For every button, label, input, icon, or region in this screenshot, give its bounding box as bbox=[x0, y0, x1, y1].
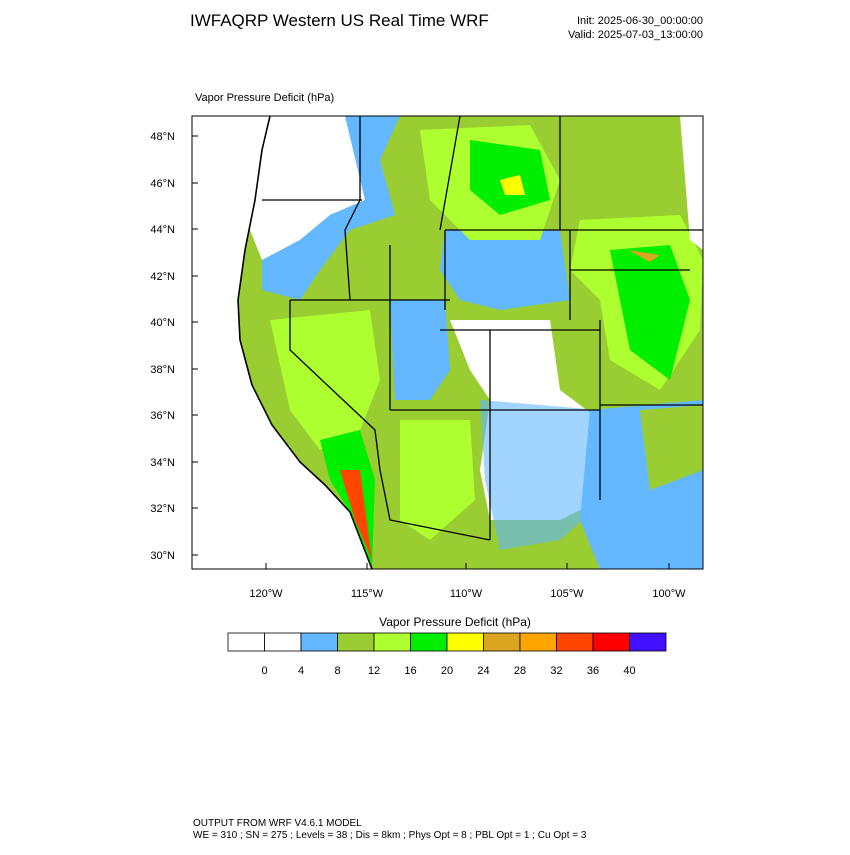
colorbar-box bbox=[227, 632, 265, 652]
colorbar-box bbox=[300, 632, 338, 652]
field-label: Vapor Pressure Deficit (hPa) bbox=[195, 92, 334, 104]
lon-label: 100°W bbox=[652, 588, 686, 600]
colorbar-label: 32 bbox=[550, 665, 562, 677]
footer-line: WE = 310 ; SN = 275 ; Levels = 38 ; Dis … bbox=[193, 830, 587, 841]
lat-label: 44°N bbox=[150, 224, 175, 236]
colorbar-label: 8 bbox=[334, 665, 340, 677]
map-borders bbox=[237, 116, 703, 569]
colorbar-box bbox=[264, 632, 302, 652]
colorbar-box bbox=[556, 632, 594, 652]
colorbar-label: 28 bbox=[514, 665, 526, 677]
lon-label: 120°W bbox=[249, 588, 283, 600]
colorbar-box bbox=[629, 632, 667, 652]
lat-label: 36°N bbox=[150, 410, 175, 422]
footer-line: OUTPUT FROM WRF V4.6.1 MODEL bbox=[193, 818, 362, 829]
colorbar-box bbox=[373, 632, 411, 652]
colorbar-label: 0 bbox=[261, 665, 267, 677]
colorbar-title: Vapor Pressure Deficit (hPa) bbox=[379, 615, 531, 629]
title: IWFAQRP Western US Real Time WRF bbox=[190, 11, 489, 30]
colorbar-label: 16 bbox=[404, 665, 416, 677]
lat-label: 30°N bbox=[150, 550, 175, 562]
colorbar-box bbox=[337, 632, 375, 652]
colorbar-box bbox=[446, 632, 484, 652]
lat-label: 32°N bbox=[150, 503, 175, 515]
lat-label: 34°N bbox=[150, 457, 175, 469]
colorbar-box bbox=[592, 632, 630, 652]
lon-label: 105°W bbox=[550, 588, 584, 600]
map-field bbox=[192, 116, 703, 569]
lat-label: 38°N bbox=[150, 364, 175, 376]
colorbar-label: 20 bbox=[441, 665, 453, 677]
lat-label: 46°N bbox=[150, 178, 175, 190]
colorbar-label: 4 bbox=[298, 665, 304, 677]
map-frame bbox=[191, 115, 704, 570]
lat-label: 40°N bbox=[150, 317, 175, 329]
colorbar-label: 40 bbox=[623, 665, 635, 677]
colorbar-label: 36 bbox=[587, 665, 599, 677]
colorbar-box bbox=[483, 632, 521, 652]
lat-label: 48°N bbox=[150, 131, 175, 143]
lon-label: 110°W bbox=[450, 588, 483, 600]
colorbar-box bbox=[410, 632, 448, 652]
lon-label: 115°W bbox=[351, 588, 384, 600]
colorbar-label: 12 bbox=[368, 665, 380, 677]
colorbar-box bbox=[519, 632, 557, 652]
lat-label: 42°N bbox=[150, 271, 175, 283]
init-time: Init: 2025-06-30_00:00:00 bbox=[577, 15, 703, 27]
colorbar-label: 24 bbox=[477, 665, 489, 677]
valid-time: Valid: 2025-07-03_13:00:00 bbox=[568, 29, 703, 41]
